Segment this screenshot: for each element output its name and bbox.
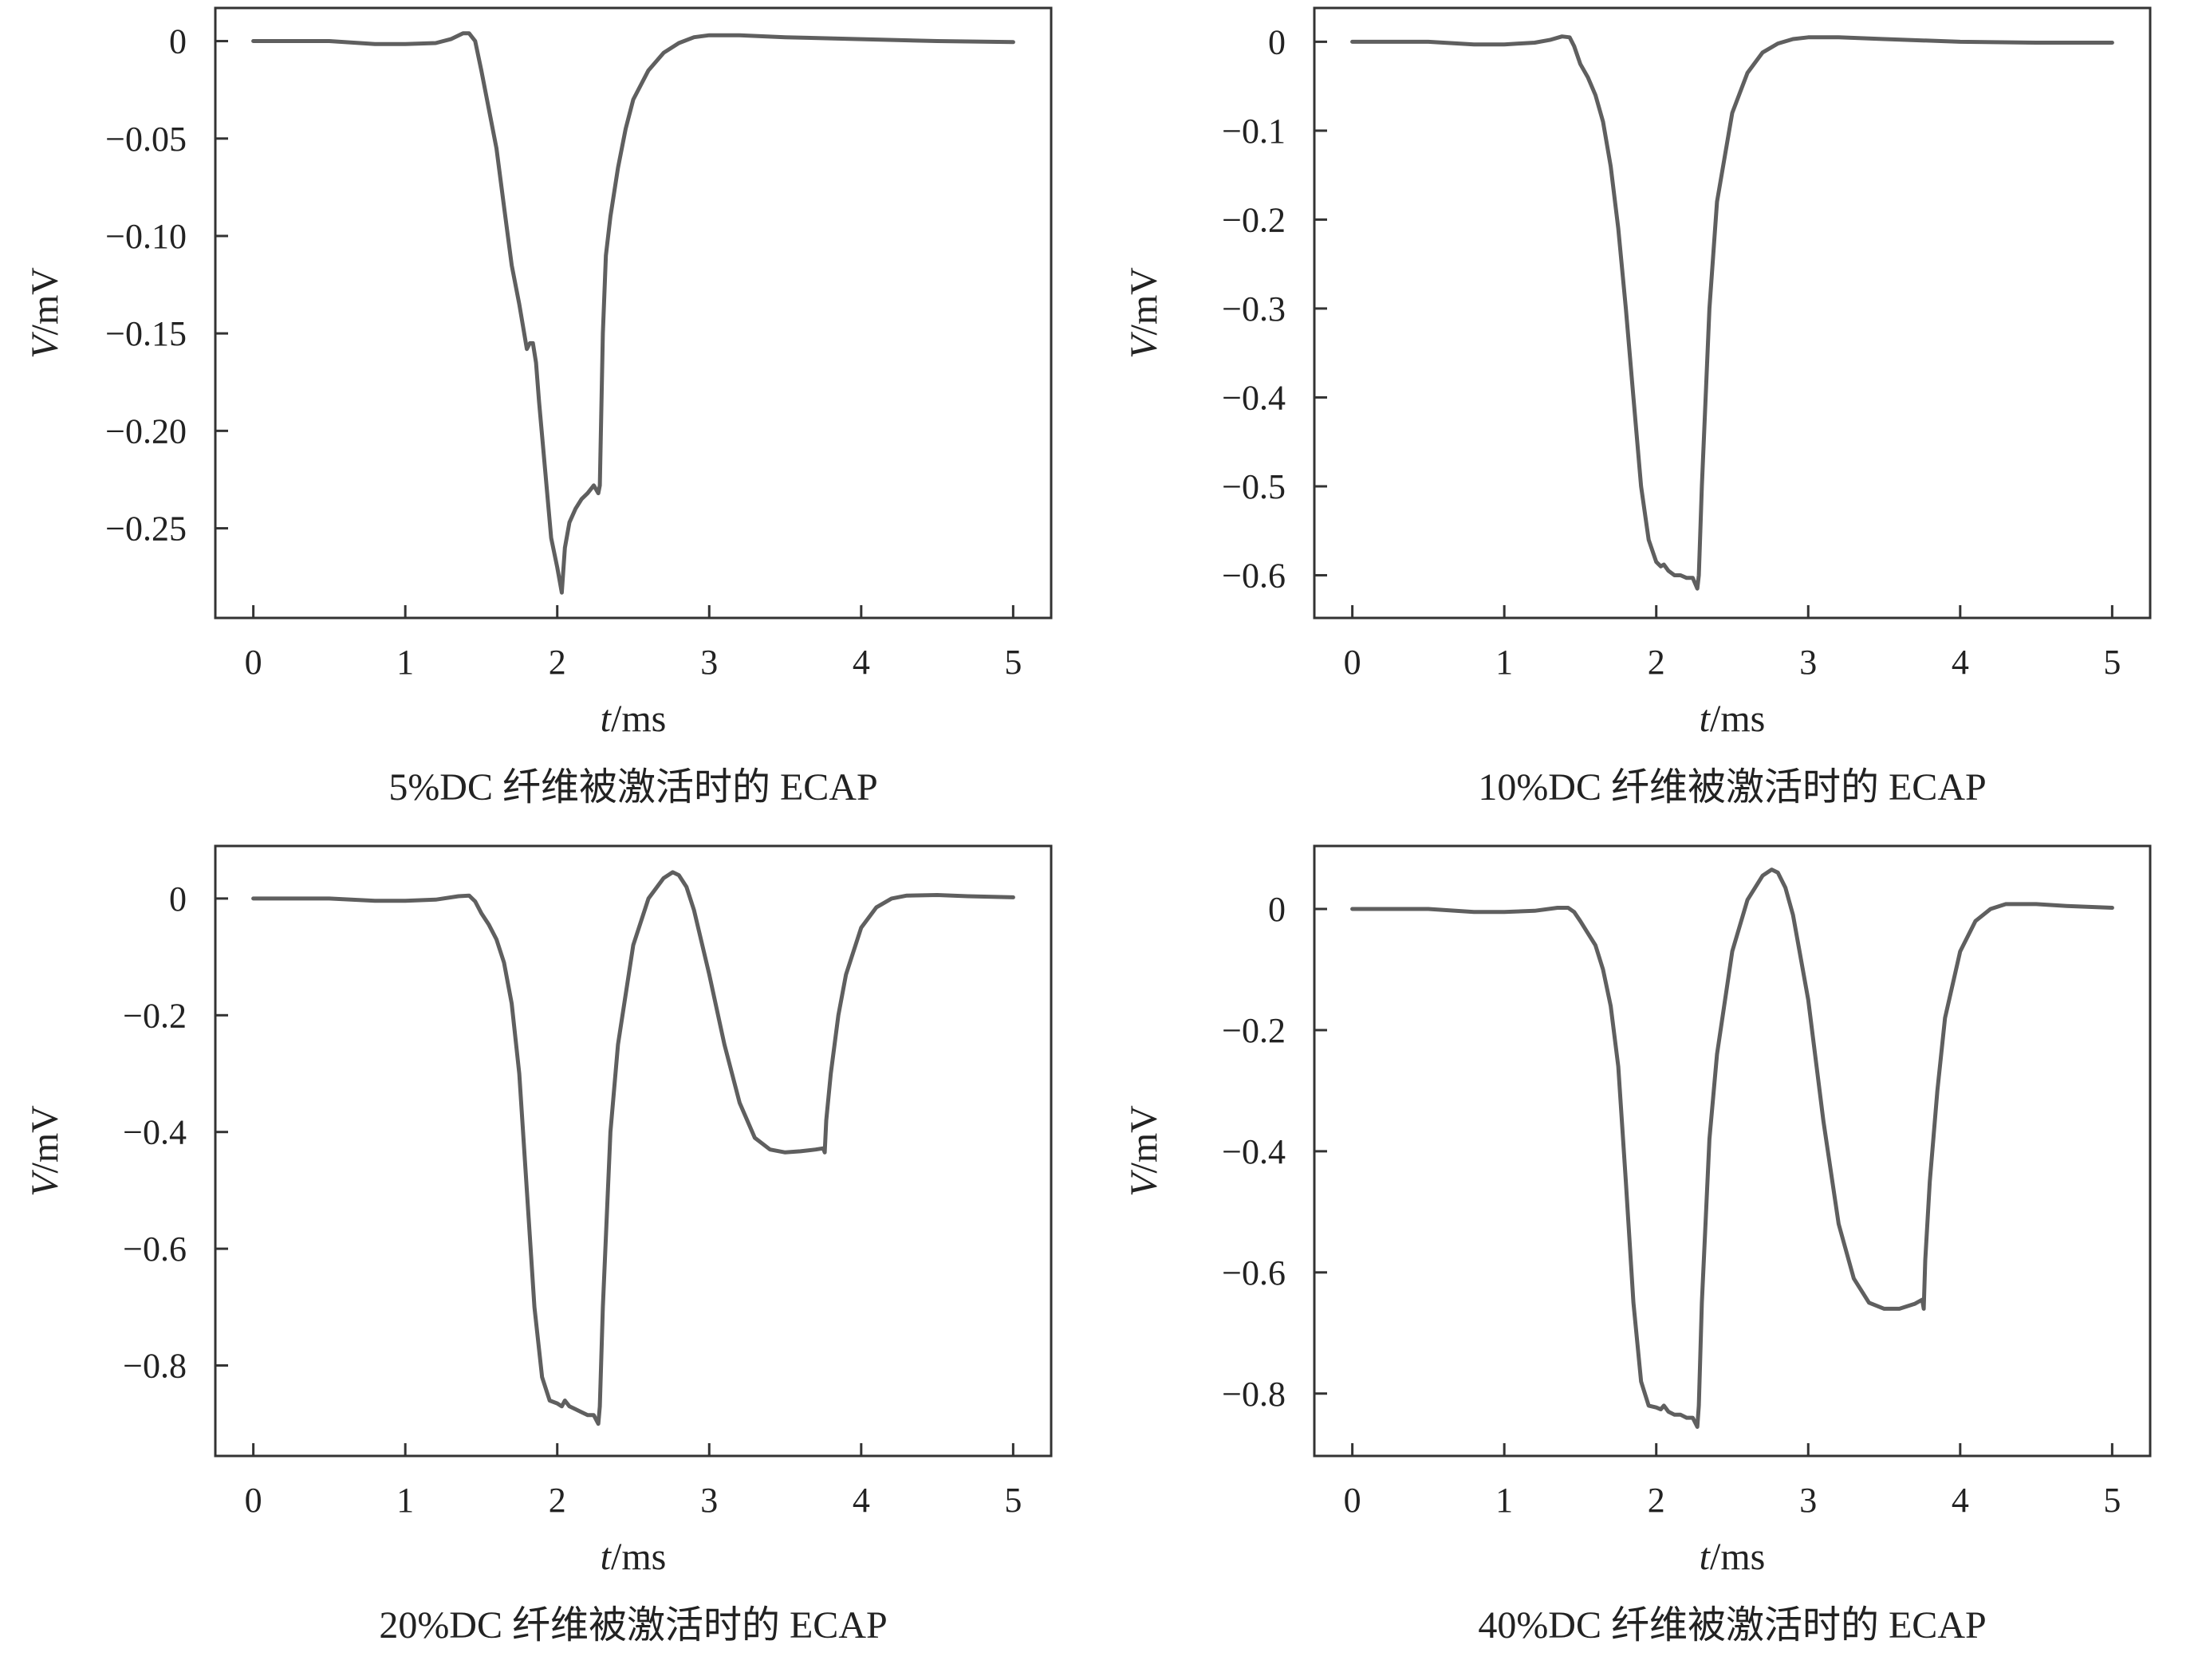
- x-axis-label: t/ms: [1700, 698, 1766, 740]
- y-tick-label: 0: [169, 22, 187, 61]
- y-axis-variable: V: [1123, 332, 1165, 359]
- chart-caption: 5%DC 纤维被激活时的 ECAP: [388, 766, 877, 809]
- x-axis-variable: t: [601, 698, 613, 740]
- y-tick-label: −0.4: [123, 1113, 187, 1152]
- y-tick-label: −0.6: [123, 1230, 187, 1269]
- x-tick-label: 3: [700, 1481, 718, 1520]
- y-axis-variable: V: [24, 332, 66, 359]
- chart-panel-5pct: 0 −0.05 −0.10 −0.15 −0.20 −0.25 0 1 2 3 4 5 t/ms V/mV…: [0, 0, 1099, 838]
- x-tick-label: 2: [1648, 1481, 1665, 1520]
- x-tick-label: 3: [1799, 1481, 1817, 1520]
- x-tick-label: 2: [1648, 643, 1665, 682]
- y-tick-label: −0.4: [1222, 378, 1286, 417]
- x-tick-label: 1: [396, 643, 414, 682]
- y-tick-label: −0.20: [105, 411, 187, 450]
- plot-frame: [214, 844, 1053, 1458]
- y-tick-label: −0.1: [1222, 112, 1286, 151]
- x-tick-label: 5: [2103, 1481, 2121, 1520]
- x-tick-label: 5: [2103, 643, 2121, 682]
- chart-panel-40pct: 0 −0.2 −0.4 −0.6 −0.8 0 1 2 3 4 5 t/ms V/mV 40%DC 纤维被…: [1099, 838, 2198, 1676]
- y-axis-label: V/mV: [24, 267, 66, 359]
- x-tick-label: 5: [1004, 643, 1022, 682]
- y-axis-unit: /mV: [24, 267, 66, 336]
- y-axis-label: V/mV: [24, 1105, 66, 1197]
- x-axis-unit: /ms: [1710, 1536, 1765, 1578]
- y-tick-label: −0.6: [1222, 1253, 1286, 1292]
- x-axis-label: t/ms: [601, 1536, 667, 1578]
- y-axis-variable: V: [24, 1170, 66, 1197]
- chart-caption: 40%DC 纤维被激活时的 ECAP: [1478, 1604, 1986, 1647]
- y-tick-label: 0: [169, 879, 187, 919]
- chart-caption: 10%DC 纤维被激活时的 ECAP: [1478, 766, 1986, 809]
- x-tick-label: 4: [1952, 1481, 1969, 1520]
- y-axis-unit: /mV: [1123, 1105, 1165, 1174]
- x-tick-label: 4: [853, 1481, 870, 1520]
- ecap-series-line: [251, 870, 1015, 1426]
- x-tick-label: 1: [396, 1481, 414, 1520]
- y-tick-label: 0: [1268, 22, 1286, 61]
- x-axis-label: t/ms: [1700, 1536, 1766, 1578]
- x-tick-label: 1: [1495, 1481, 1513, 1520]
- y-tick-label: −0.8: [123, 1347, 187, 1386]
- y-axis-label: V/mV: [1123, 267, 1165, 359]
- x-tick-label: 0: [245, 643, 262, 682]
- chart-svg: 0 −0.2 −0.4 −0.6 −0.8 0 1 2 3 4 5 t/ms V/mV 40%DC 纤维被…: [1123, 844, 2152, 1647]
- x-axis-unit: /ms: [1710, 698, 1765, 740]
- chart-svg: 0 −0.2 −0.4 −0.6 −0.8 0 1 2 3 4 5 t/ms V/mV 20%DC 纤维被…: [24, 844, 1053, 1647]
- x-tick-label: 5: [1004, 1481, 1022, 1520]
- x-tick-label: 2: [549, 1481, 566, 1520]
- x-tick-label: 0: [245, 1481, 262, 1520]
- ecap-series-line: [1350, 868, 2114, 1429]
- y-tick-label: −0.8: [1222, 1375, 1286, 1414]
- y-axis-label: V/mV: [1123, 1105, 1165, 1197]
- x-axis-variable: t: [601, 1536, 613, 1578]
- chart-panel-20pct: 0 −0.2 −0.4 −0.6 −0.8 0 1 2 3 4 5 t/ms V/mV 20%DC 纤维被…: [0, 838, 1099, 1676]
- x-tick-label: 0: [1344, 643, 1361, 682]
- y-tick-label: −0.6: [1222, 556, 1286, 595]
- chart-panel-10pct: 0 −0.1 −0.2 −0.3 −0.4 −0.5 −0.6 0 1 2 3 4 5 t/ms V/mV 1…: [1099, 0, 2198, 838]
- y-tick-label: −0.5: [1222, 467, 1286, 506]
- y-axis-unit: /mV: [24, 1105, 66, 1174]
- x-tick-label: 2: [549, 643, 566, 682]
- x-tick-label: 3: [700, 643, 718, 682]
- y-tick-label: 0: [1268, 890, 1286, 929]
- x-axis-unit: /ms: [611, 698, 666, 740]
- ecap-series-line: [251, 31, 1015, 595]
- x-axis-unit: /ms: [611, 1536, 666, 1578]
- x-tick-label: 3: [1799, 643, 1817, 682]
- y-tick-label: −0.2: [123, 996, 187, 1035]
- ecap-series-line: [1350, 34, 2114, 591]
- chart-svg: 0 −0.1 −0.2 −0.3 −0.4 −0.5 −0.6 0 1 2 3 4 5 t/ms V/mV 1…: [1123, 6, 2152, 809]
- y-tick-label: −0.10: [105, 217, 187, 256]
- plot-frame: [1313, 844, 2152, 1458]
- plot-frame: [214, 6, 1053, 620]
- x-axis-variable: t: [1700, 1536, 1712, 1578]
- x-tick-label: 0: [1344, 1481, 1361, 1520]
- x-tick-label: 4: [1952, 643, 1969, 682]
- x-axis-label: t/ms: [601, 698, 667, 740]
- plot-frame: [1313, 6, 2152, 620]
- y-axis-unit: /mV: [1123, 267, 1165, 336]
- y-tick-label: −0.2: [1222, 200, 1286, 239]
- y-tick-label: −0.15: [105, 314, 187, 353]
- y-tick-label: −0.3: [1222, 289, 1286, 329]
- chart-svg: 0 −0.05 −0.10 −0.15 −0.20 −0.25 0 1 2 3 4 5 t/ms V/mV…: [24, 6, 1053, 809]
- y-tick-label: −0.25: [105, 510, 187, 549]
- x-axis-variable: t: [1700, 698, 1712, 740]
- y-axis-variable: V: [1123, 1170, 1165, 1197]
- x-tick-label: 4: [853, 643, 870, 682]
- y-tick-label: −0.2: [1222, 1011, 1286, 1050]
- y-tick-label: −0.4: [1222, 1132, 1286, 1171]
- y-tick-label: −0.05: [105, 120, 187, 159]
- chart-caption: 20%DC 纤维被激活时的 ECAP: [379, 1604, 887, 1647]
- x-tick-label: 1: [1495, 643, 1513, 682]
